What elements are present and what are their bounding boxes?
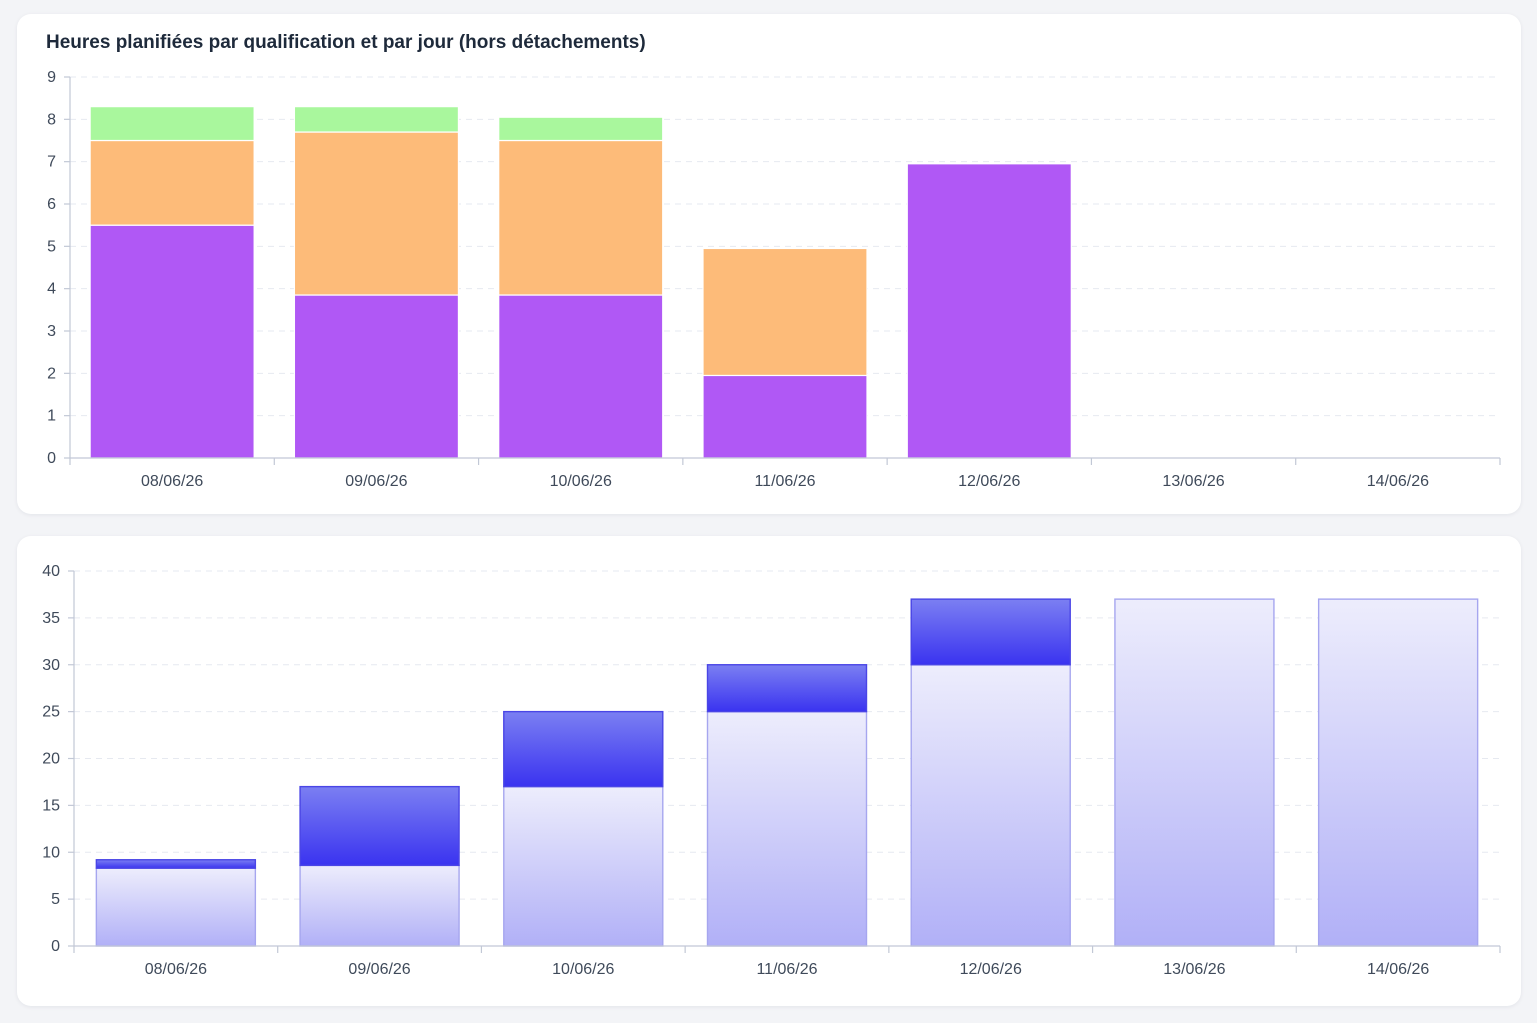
y-tick-label: 5 xyxy=(51,891,60,908)
bar-segment[interactable] xyxy=(702,374,868,459)
x-tick-label: 11/06/26 xyxy=(756,961,817,978)
bar-segment[interactable] xyxy=(299,785,460,867)
x-tick-label: 09/06/26 xyxy=(345,473,407,490)
bar-segment[interactable] xyxy=(498,139,664,296)
x-tick-label: 13/06/26 xyxy=(1162,473,1224,490)
y-tick-label: 35 xyxy=(42,610,60,627)
x-tick-label: 12/06/26 xyxy=(960,961,1022,978)
y-tick-label: 2 xyxy=(47,365,56,382)
chart-title: Heures planifiées par qualification et p… xyxy=(46,32,646,53)
y-tick-label: 30 xyxy=(42,657,60,674)
y-tick-label: 4 xyxy=(47,281,56,298)
x-tick-label: 08/06/26 xyxy=(145,961,207,978)
bar-segment[interactable] xyxy=(498,116,664,142)
bar-segment[interactable] xyxy=(89,106,255,142)
bar-segment[interactable] xyxy=(503,710,664,788)
bar-segment[interactable] xyxy=(906,163,1072,459)
y-tick-label: 10 xyxy=(42,844,60,861)
bar-segment[interactable] xyxy=(293,106,460,133)
y-tick-label: 3 xyxy=(47,323,56,340)
x-tick-label: 09/06/26 xyxy=(348,961,410,978)
bar-segment[interactable] xyxy=(293,131,460,296)
x-tick-label: 10/06/26 xyxy=(550,473,612,490)
bar-segment[interactable] xyxy=(95,859,257,869)
x-tick-label: 10/06/26 xyxy=(552,961,614,978)
bar-segment[interactable] xyxy=(1114,598,1275,947)
y-tick-label: 5 xyxy=(47,238,56,255)
y-tick-label: 25 xyxy=(42,704,60,721)
bar-segment[interactable] xyxy=(706,710,868,947)
bar-segment[interactable] xyxy=(702,247,868,377)
x-tick-label: 14/06/26 xyxy=(1367,961,1429,978)
y-tick-label: 7 xyxy=(47,154,56,171)
bar-segment[interactable] xyxy=(95,867,257,947)
y-tick-label: 6 xyxy=(47,196,56,213)
y-tick-label: 1 xyxy=(47,408,56,425)
y-tick-label: 8 xyxy=(47,111,56,128)
y-tick-label: 15 xyxy=(42,797,60,814)
bar-segment[interactable] xyxy=(1317,598,1479,947)
x-tick-label: 12/06/26 xyxy=(958,473,1020,490)
hours-by-qualification-chart: 0 1 2 3 4 5 6 7 8 9 08/06/26 09/06/26 10/06/26 11/06/… xyxy=(47,69,1501,490)
bar-segment[interactable] xyxy=(503,785,664,947)
x-tick-label: 11/06/26 xyxy=(754,473,815,490)
y-tick-label: 40 xyxy=(42,563,60,580)
bar-segment[interactable] xyxy=(706,664,868,713)
x-tick-label: 14/06/26 xyxy=(1367,473,1429,490)
y-tick-label: 20 xyxy=(42,751,60,768)
x-tick-label: 13/06/26 xyxy=(1163,961,1225,978)
x-tick-label: 08/06/26 xyxy=(141,473,203,490)
y-tick-label: 9 xyxy=(47,69,56,86)
y-tick-label: 0 xyxy=(51,938,60,955)
bar-segment[interactable] xyxy=(910,664,1071,947)
bar-segment[interactable] xyxy=(299,864,460,947)
bar-segment[interactable] xyxy=(498,294,664,459)
bar-segment[interactable] xyxy=(910,598,1071,666)
y-tick-label: 0 xyxy=(47,450,56,467)
